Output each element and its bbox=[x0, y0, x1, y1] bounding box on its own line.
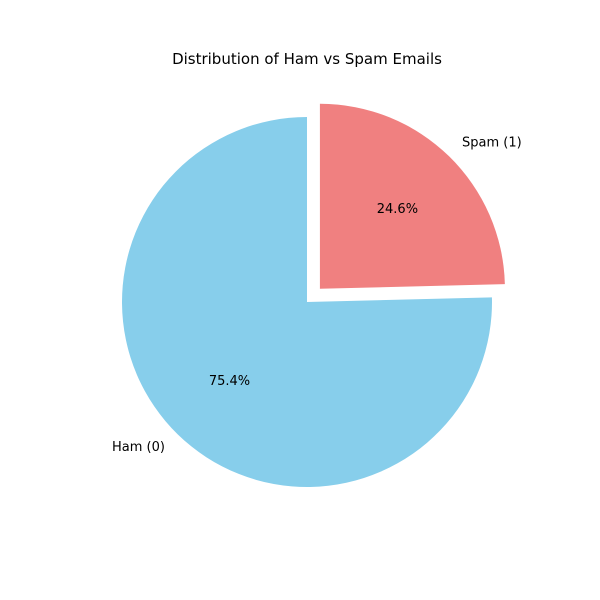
chart-title: Distribution of Ham vs Spam Emails bbox=[172, 50, 442, 68]
pie-slice-label-2: Spam (1) bbox=[462, 136, 522, 151]
pie-slice-1 bbox=[122, 117, 493, 488]
pie-labels: Ham (0) 75.4% Spam (1) 24.6% bbox=[112, 136, 522, 456]
pie-slice-percent-1: 75.4% bbox=[209, 374, 250, 389]
pie-slice-label-1: Ham (0) bbox=[112, 440, 165, 455]
pie-slices bbox=[122, 103, 505, 488]
pie-slice-percent-2: 24.6% bbox=[377, 202, 418, 217]
pie-slice-2 bbox=[319, 103, 505, 289]
